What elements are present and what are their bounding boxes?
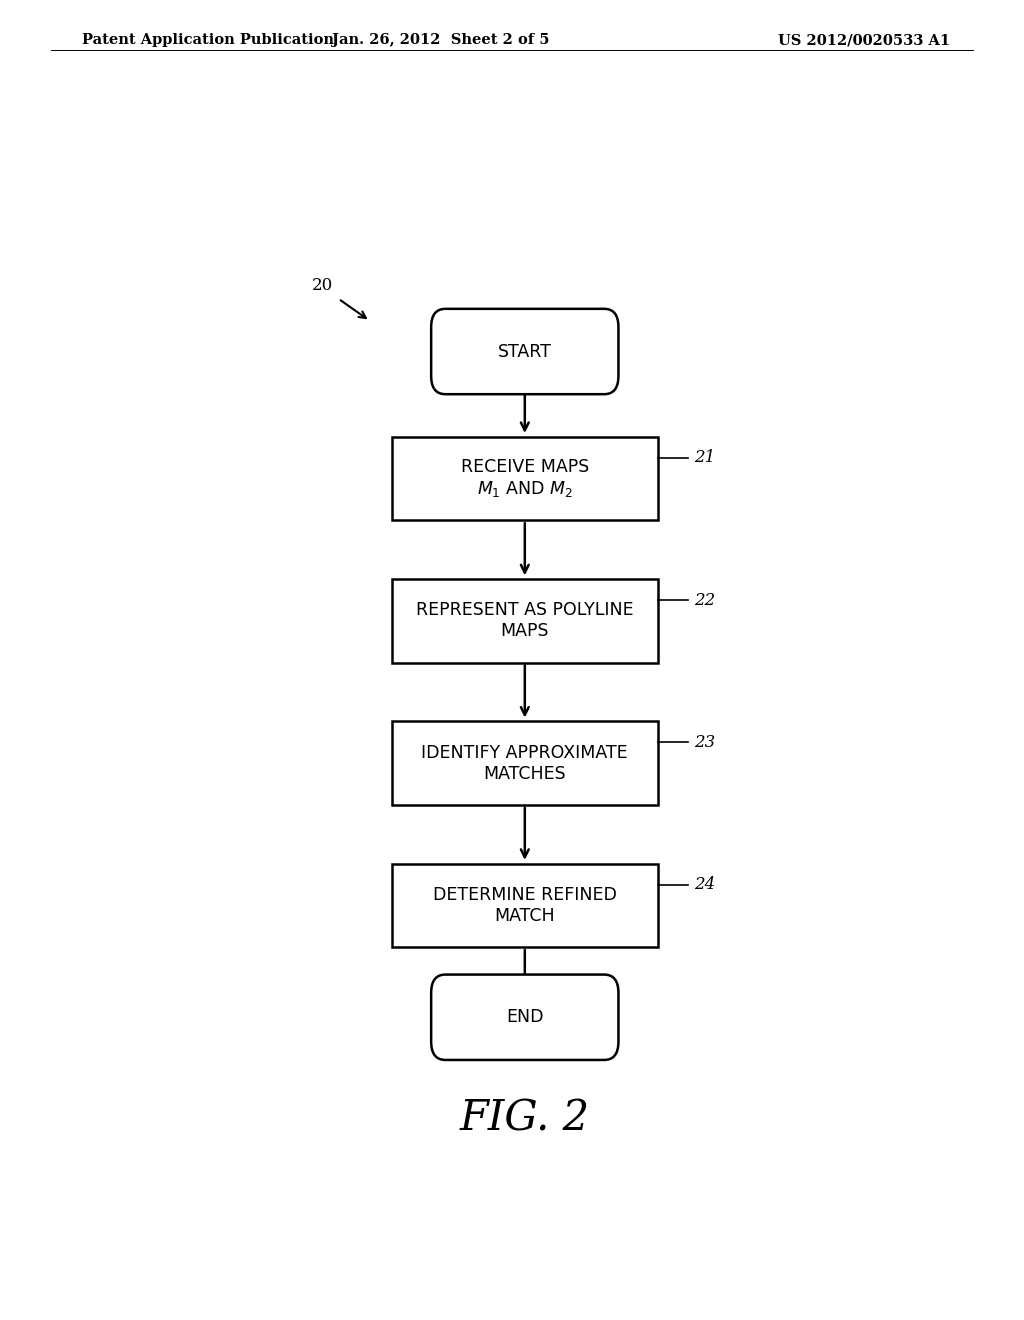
Text: RECEIVE MAPS
$M_1$ AND $M_2$: RECEIVE MAPS $M_1$ AND $M_2$ [461,458,589,499]
Text: 24: 24 [694,876,716,894]
Text: 22: 22 [694,591,716,609]
Text: DETERMINE REFINED
MATCH: DETERMINE REFINED MATCH [433,886,616,925]
Bar [392,437,657,520]
Text: FIG. 2: FIG. 2 [460,1098,590,1140]
Text: START: START [498,342,552,360]
Text: Jan. 26, 2012  Sheet 2 of 5: Jan. 26, 2012 Sheet 2 of 5 [332,33,549,48]
Bar [392,579,657,663]
FancyBboxPatch shape [431,974,618,1060]
Text: 23: 23 [694,734,716,751]
Text: 20: 20 [311,277,333,294]
Bar [392,722,657,805]
FancyBboxPatch shape [431,309,618,395]
Text: 21: 21 [694,449,716,466]
Text: Patent Application Publication: Patent Application Publication [82,33,334,48]
Text: END: END [506,1008,544,1026]
Text: REPRESENT AS POLYLINE
MAPS: REPRESENT AS POLYLINE MAPS [416,602,634,640]
Text: US 2012/0020533 A1: US 2012/0020533 A1 [778,33,950,48]
Bar [392,863,657,948]
Text: IDENTIFY APPROXIMATE
MATCHES: IDENTIFY APPROXIMATE MATCHES [422,743,628,783]
